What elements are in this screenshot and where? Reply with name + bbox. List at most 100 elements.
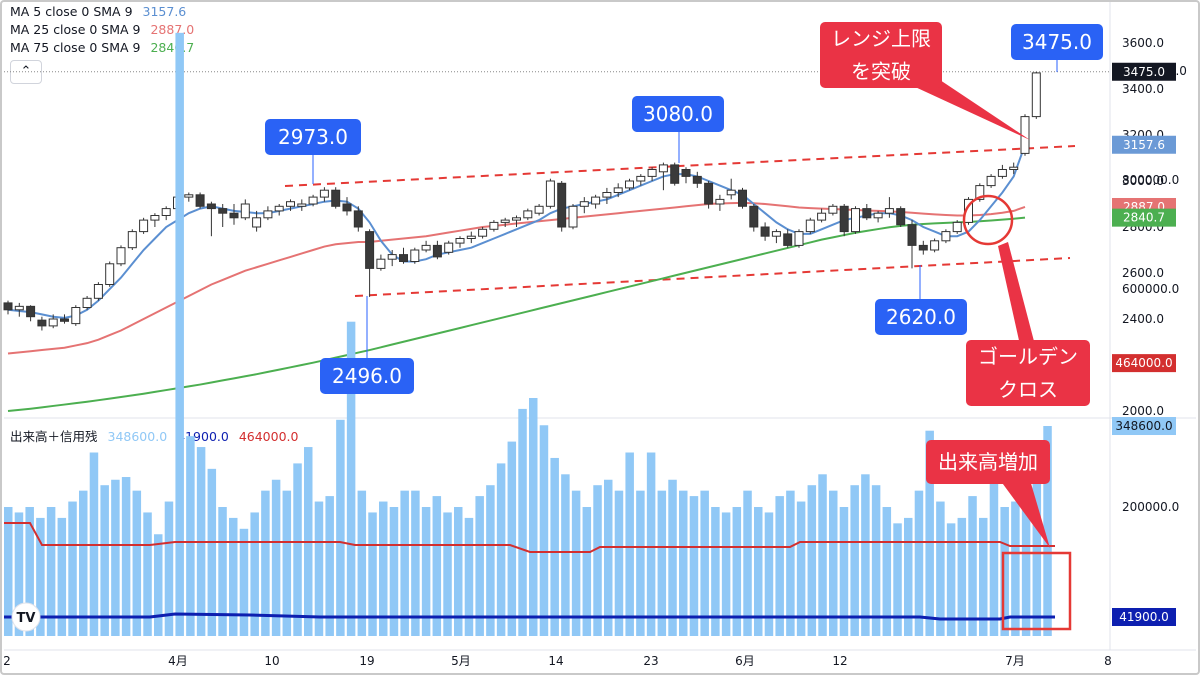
price-tag-bg	[1112, 208, 1176, 227]
candle-body	[749, 205, 759, 228]
high-label-box	[265, 119, 361, 155]
candle-body	[805, 219, 815, 233]
volume-bar	[293, 463, 302, 636]
time-axis-label: 5月	[451, 654, 471, 668]
volume-bar	[14, 512, 24, 636]
volume-bar	[175, 32, 184, 637]
time-axis-label: 12	[832, 654, 847, 668]
volume-tag-bg	[1112, 608, 1176, 626]
volume-bar	[389, 507, 399, 636]
candle-body	[579, 201, 589, 207]
candle-body	[817, 212, 827, 221]
candle-body	[387, 254, 397, 260]
candle-body	[489, 221, 499, 230]
volume-bar	[336, 419, 345, 636]
volume-bar	[314, 501, 324, 636]
volume-bar	[775, 496, 784, 636]
time-axis-label: 19	[359, 654, 374, 668]
volume-bar	[454, 507, 463, 636]
volume-bar	[100, 485, 109, 636]
volume-legend[interactable]: 出来高＋信用残 348600.0 41900.0 464000.0	[10, 426, 298, 445]
ma5-legend[interactable]: MA 5 close 0 SMA 9 3157.6	[10, 4, 186, 19]
candle-body	[658, 164, 668, 173]
time-axis-label: 4月	[168, 654, 188, 668]
volume-up-label: 出来高増加	[938, 450, 1038, 474]
volume-bar	[818, 474, 827, 636]
price-axis-tick: 3400.0	[1122, 82, 1164, 96]
volume-bar	[164, 501, 174, 636]
volume-bar	[186, 436, 195, 636]
volume-legend-value-1: 348600.0	[107, 429, 168, 444]
candle-body	[421, 244, 431, 251]
candle-body	[48, 318, 58, 327]
volume-bar	[207, 468, 217, 636]
candle-body	[692, 175, 702, 184]
volume-bar	[989, 468, 999, 636]
low-label: 2496.0	[332, 364, 402, 388]
volume-bar	[443, 512, 452, 636]
candle-body	[557, 182, 567, 228]
golden-label: クロス	[998, 378, 1058, 402]
candle-body	[432, 244, 442, 258]
volume-bar	[700, 490, 709, 636]
volume-bar	[871, 485, 881, 636]
candle-body	[1009, 166, 1019, 170]
volume-tag-bg	[1112, 354, 1176, 373]
candle-body	[319, 189, 329, 198]
volume-bar	[925, 430, 934, 636]
volume-legend-value-3: 464000.0	[238, 429, 299, 444]
candle-body	[297, 203, 307, 207]
volume-bar	[668, 479, 677, 636]
volume-bar	[346, 321, 356, 636]
candle-body	[286, 201, 295, 207]
volume-tag: 464000.0	[1115, 356, 1172, 370]
volume-tag: 41900.0	[1119, 610, 1169, 624]
candle-body	[670, 164, 680, 184]
candle-body	[1031, 72, 1041, 118]
time-axis-label: 6月	[735, 654, 755, 668]
volume-bar	[893, 523, 902, 636]
volume-bar	[1011, 501, 1020, 636]
candle-body	[116, 247, 126, 265]
ma5-legend-label: MA 5 close 0 SMA 9	[10, 4, 133, 19]
ma25-legend-label: MA 25 close 0 SMA 9	[10, 22, 141, 37]
volume-bar	[218, 507, 227, 636]
high-label: 2973.0	[278, 125, 348, 149]
price-axis-tick: 3600.0	[1122, 36, 1164, 50]
volume-bar	[4, 507, 13, 636]
volume-bar	[614, 490, 624, 636]
candle-body	[828, 205, 838, 214]
candle-body	[399, 254, 408, 263]
volume-up-label-box	[926, 440, 1050, 484]
candle-body	[873, 212, 883, 219]
candle-body	[263, 210, 273, 219]
volume-bar	[496, 463, 506, 636]
last-label-box	[1011, 24, 1103, 60]
candle-body	[771, 231, 781, 237]
volume-legend-label: 出来高＋信用残	[10, 429, 98, 444]
candle-body	[602, 192, 612, 198]
price-axis-tick: 2600.0	[1122, 266, 1164, 280]
candle-body	[60, 318, 69, 322]
ma75-line	[7, 216, 1026, 412]
candle-body	[161, 208, 171, 217]
volume-bar	[1021, 485, 1031, 636]
volume-bar	[593, 485, 602, 636]
candle-body	[862, 208, 872, 219]
price-axis-tick: 2400.0	[1122, 312, 1164, 326]
candle-body	[478, 228, 488, 237]
volume-axis-tick: 800000.0	[1122, 173, 1179, 187]
volume-bar	[518, 408, 527, 636]
candle-body	[444, 242, 454, 253]
golden-cross-circle	[962, 194, 1014, 246]
last-label: 3475.0	[1022, 30, 1092, 54]
candle-body	[331, 189, 341, 207]
candle-body	[455, 238, 465, 244]
candle-body	[500, 219, 510, 223]
candle-body	[896, 208, 906, 226]
volume-bar	[421, 507, 431, 636]
volume-bar	[561, 474, 570, 636]
volume-bar	[25, 507, 34, 636]
volume-bar	[229, 517, 238, 636]
